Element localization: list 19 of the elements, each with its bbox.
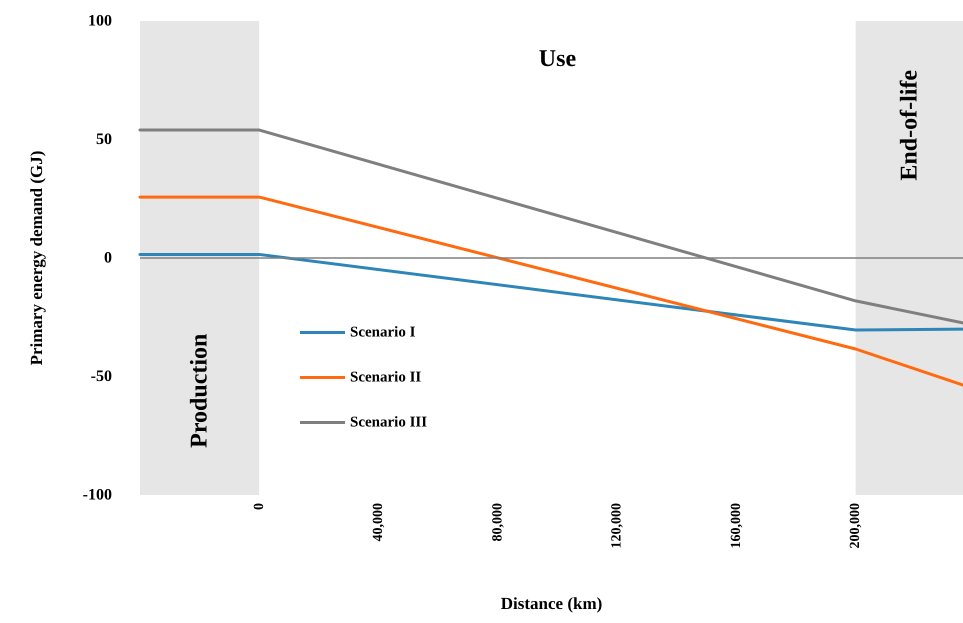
y-tick-label: 0 [104,250,112,266]
y-axis-title: Primary energy demand (GJ) [27,150,46,366]
x-tick-label: 80,000 [490,503,506,542]
y-tick-label: -100 [82,486,112,504]
legend-label: Scenario II [350,370,422,386]
y-tick-label: -50 [90,368,112,385]
x-tick-label: 40,000 [371,503,386,542]
legend-label: Scenario I [350,324,416,340]
x-tick-label: 160,000 [728,503,744,548]
x-tick-label: 200,000 [848,503,864,548]
x-tick-label: 0 [252,503,267,510]
y-tick-label: 100 [88,12,112,30]
band-label: End-of-life [896,70,922,181]
band-label: Use [538,46,576,72]
band-label: Production [186,334,213,448]
legend-label: Scenario III [350,414,428,430]
y-tick-label: 50 [96,131,112,148]
x-axis-title: Distance (km) [500,594,602,613]
x-tick-label: 120,000 [610,503,625,548]
